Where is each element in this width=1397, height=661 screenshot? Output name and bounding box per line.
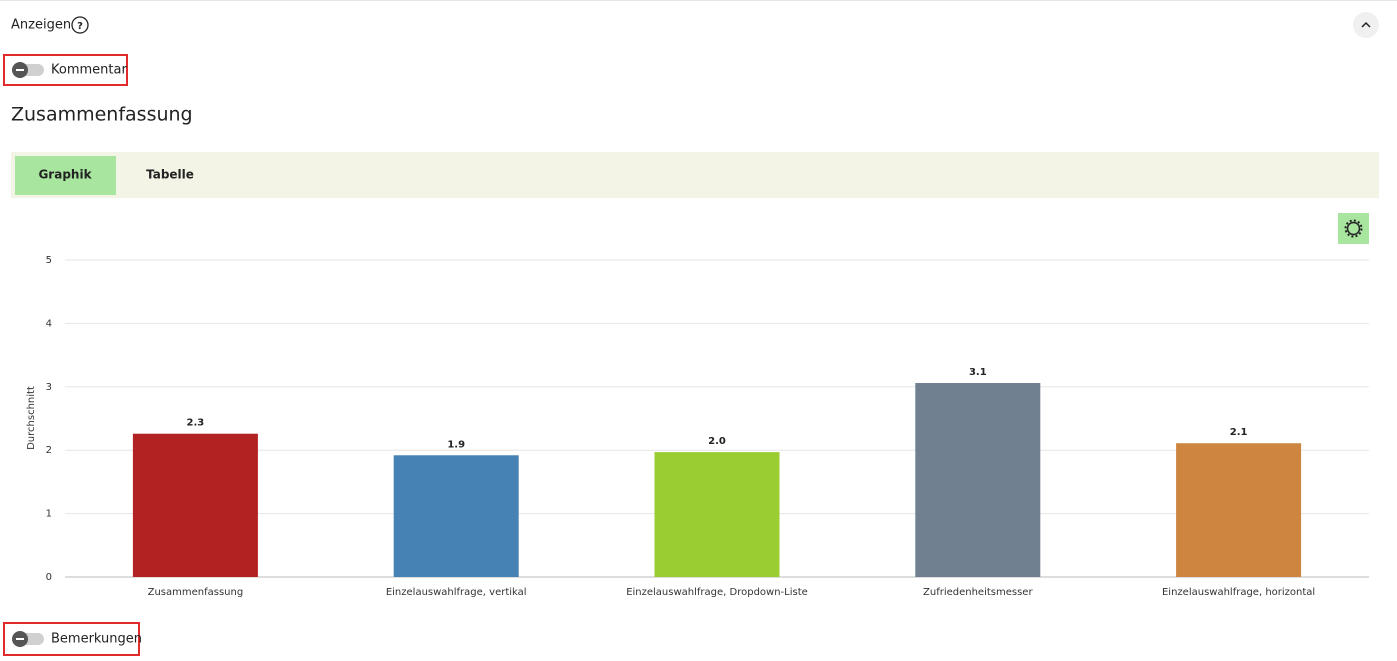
bar <box>654 452 780 577</box>
tab-graphik[interactable]: Graphik <box>15 156 116 195</box>
bar <box>1176 443 1302 577</box>
tab-label: Tabelle <box>146 168 194 182</box>
section-title: Zusammenfassung <box>11 104 193 126</box>
highlight-box <box>3 622 140 656</box>
value-label: 2.0 <box>708 436 726 447</box>
y-axis-label: Durchschnitt <box>26 386 37 450</box>
toggle-label: Bemerkungen <box>51 632 142 647</box>
collapse-button[interactable] <box>1353 12 1379 38</box>
value-label: 2.1 <box>1230 427 1248 438</box>
y-tick-label: 5 <box>46 255 52 266</box>
settings-bg <box>1338 213 1369 244</box>
toggle-bemerkungen[interactable]: Bemerkungen <box>12 631 142 647</box>
gear-teeth <box>1344 219 1363 238</box>
highlight-box <box>3 54 128 86</box>
y-tick-label: 4 <box>46 318 52 329</box>
y-tick-label: 1 <box>46 509 52 520</box>
y-tick-label: 3 <box>46 382 52 393</box>
bar <box>393 455 519 577</box>
x-tick-label: Einzelauswahlfrage, horizontal <box>1162 587 1315 598</box>
help-icon: ? <box>77 21 83 32</box>
value-label: 1.9 <box>447 439 465 450</box>
tab-bar <box>11 152 1379 198</box>
plot: 0 1 2 3 4 5 Zusammenfassung 2.3 Einzelauswahlfra… <box>46 255 1369 598</box>
tab-tabelle[interactable]: Tabelle <box>146 168 194 182</box>
value-label: 2.3 <box>187 418 205 429</box>
settings-button[interactable] <box>1338 213 1369 244</box>
tab-label: Graphik <box>38 168 92 182</box>
help-circle <box>71 16 89 34</box>
x-tick-label: Zufriedenheitsmesser <box>923 587 1033 598</box>
value-label: 3.1 <box>969 367 987 378</box>
help-button[interactable]: ? <box>71 16 89 34</box>
panel-title: Anzeigen <box>11 18 71 33</box>
gear-icon <box>1346 221 1361 236</box>
bar <box>915 382 1041 577</box>
collapse-icon <box>1361 21 1371 28</box>
x-tick-label: Zusammenfassung <box>148 587 244 598</box>
tab-active-bg <box>15 156 116 195</box>
x-tick-label: Einzelauswahlfrage, Dropdown-Liste <box>626 587 808 598</box>
toggle-label: Kommentar <box>51 63 127 78</box>
toggle-kommentar[interactable]: Kommentar <box>12 62 127 78</box>
collapse-bg <box>1353 12 1379 38</box>
x-tick-label: Einzelauswahlfrage, vertikal <box>386 587 527 598</box>
bar <box>132 433 258 577</box>
y-tick-label: 2 <box>46 445 52 456</box>
y-tick-label: 0 <box>46 572 52 583</box>
